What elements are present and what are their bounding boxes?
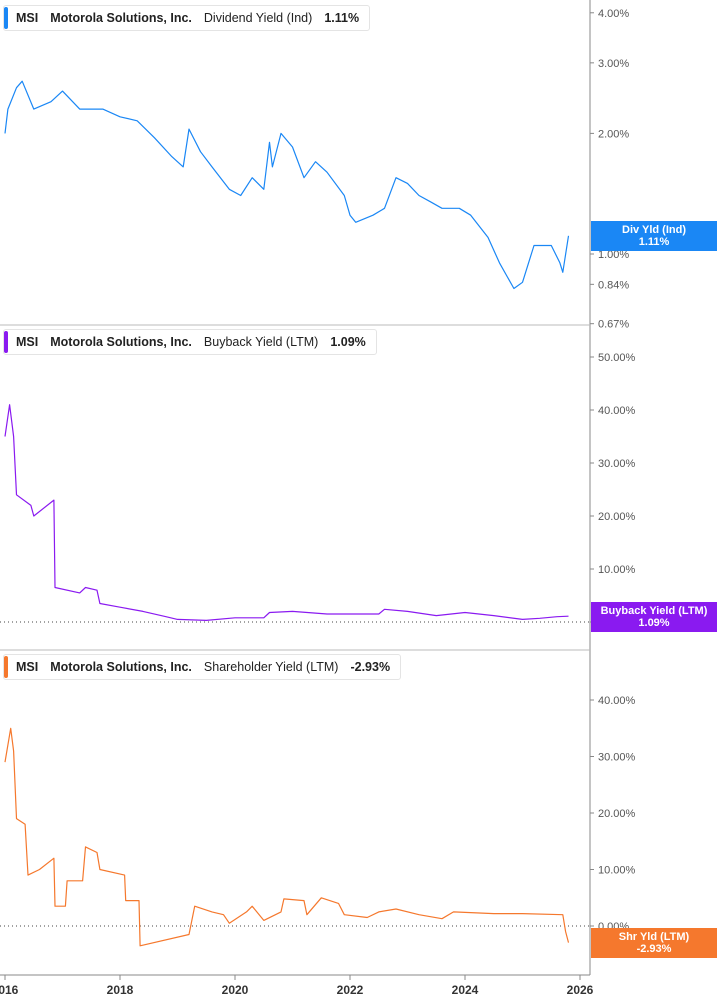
legend-buyback-yield: MSI Motorola Solutions, Inc. Buyback Yie…	[3, 329, 377, 355]
y-tick-label: 4.00%	[598, 8, 629, 20]
series-line-dividend-yield-ind	[4, 80, 570, 290]
legend-value: -2.93%	[350, 660, 391, 674]
y-tick-label: 50.00%	[598, 352, 636, 364]
legend-company: Motorola Solutions, Inc.	[50, 11, 192, 25]
x-tick-label: 2024	[452, 983, 479, 997]
tag-label: Div Yld (Ind)	[622, 224, 686, 236]
legend-company: Motorola Solutions, Inc.	[50, 660, 192, 674]
y-tick-label: 40.00%	[598, 695, 636, 707]
y-tick-label: 2.00%	[598, 128, 629, 140]
series-line-buyback-yield-ltm	[4, 404, 569, 621]
current-value-tag-shareholder: Shr Yld (LTM) -2.93%	[591, 928, 717, 958]
y-tick-label: 10.00%	[598, 865, 636, 877]
legend-ticker: MSI	[16, 660, 39, 674]
legend-metric: Dividend Yield (Ind)	[203, 11, 313, 25]
y-tick-label: 40.00%	[598, 405, 636, 417]
tag-value: 1.11%	[638, 236, 670, 248]
series-color-swatch	[4, 7, 8, 29]
tag-value: 1.09%	[638, 617, 670, 629]
series-color-swatch	[4, 656, 8, 678]
current-value-tag-dividend: Div Yld (Ind) 1.11%	[591, 221, 717, 251]
y-tick-label: 10.00%	[598, 564, 636, 576]
y-tick-label: 1.00%	[598, 249, 629, 261]
tag-label: Shr Yld (LTM)	[618, 931, 690, 943]
y-tick-label: 30.00%	[598, 752, 636, 764]
legend-company: Motorola Solutions, Inc.	[50, 335, 192, 349]
legend-dividend-yield: MSI Motorola Solutions, Inc. Dividend Yi…	[3, 5, 371, 31]
current-value-tag-buyback: Buyback Yield (LTM) 1.09%	[591, 602, 717, 632]
y-tick-label: 20.00%	[598, 511, 636, 523]
y-tick-label: 20.00%	[598, 808, 636, 820]
legend-value: 1.11%	[324, 11, 360, 25]
legend-metric: Shareholder Yield (LTM)	[203, 660, 339, 674]
x-tick-label: 2022	[337, 983, 364, 997]
tag-value: -2.93%	[636, 943, 672, 955]
legend-metric: Buyback Yield (LTM)	[203, 335, 319, 349]
x-tick-label: 2018	[107, 983, 134, 997]
legend-ticker: MSI	[16, 335, 39, 349]
legend-value: 1.09%	[330, 335, 366, 349]
y-tick-label: 0.67%	[598, 319, 629, 331]
x-tick-label: 2026	[567, 983, 594, 997]
y-tick-label: 30.00%	[598, 458, 636, 470]
y-tick-label: 3.00%	[598, 58, 629, 70]
series-color-swatch	[4, 331, 8, 353]
y-tick-label: 0.84%	[598, 279, 629, 291]
series-line-shareholder-yield-ltm	[4, 727, 570, 947]
legend-ticker: MSI	[16, 11, 39, 25]
x-tick-label: 2016	[0, 983, 19, 997]
x-tick-label: 2020	[222, 983, 249, 997]
legend-shareholder-yield: MSI Motorola Solutions, Inc. Shareholder…	[3, 654, 402, 680]
tag-label: Buyback Yield (LTM)	[600, 605, 708, 617]
